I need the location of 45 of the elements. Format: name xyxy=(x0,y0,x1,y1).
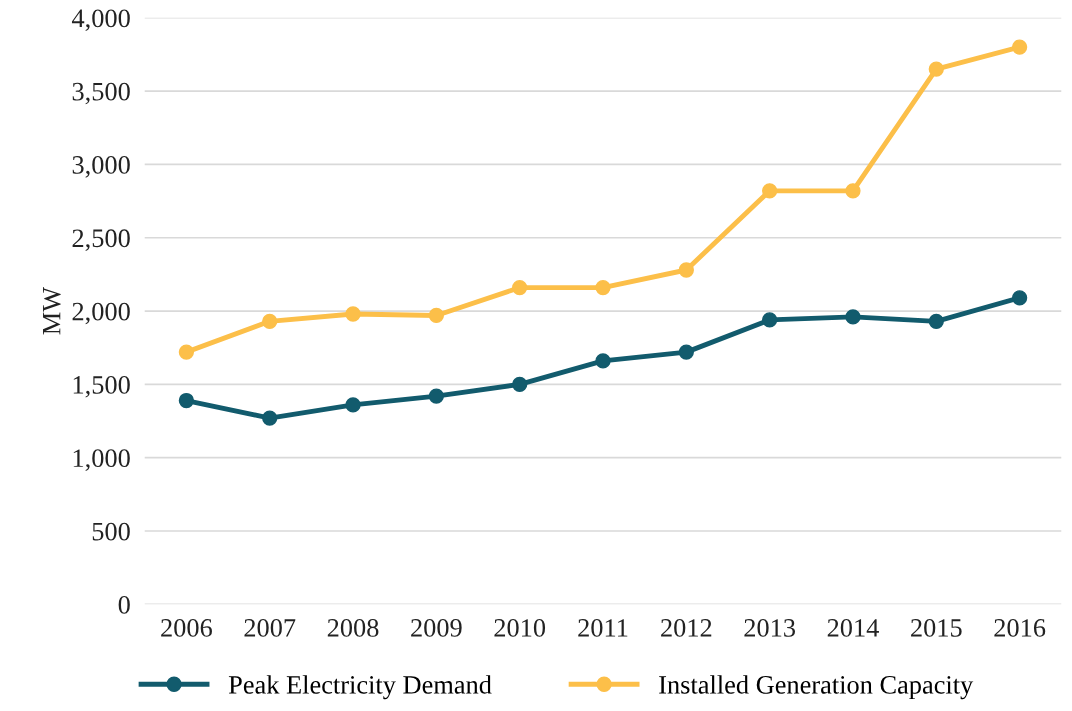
y-tick-label: 2,000 xyxy=(72,302,130,325)
point xyxy=(345,397,361,413)
x-tick-label: 2012 xyxy=(661,619,712,637)
point xyxy=(262,410,278,426)
point xyxy=(178,392,195,409)
x-tick-label: 2011 xyxy=(578,619,628,637)
x-tick-label: 2006 xyxy=(161,619,212,637)
y-tick-label: 500 xyxy=(92,522,130,541)
point xyxy=(512,279,528,296)
point xyxy=(595,279,611,296)
y-tick-label: 1,500 xyxy=(73,375,130,398)
y-tick-label: 3,500 xyxy=(72,82,130,105)
y-tick-label: 1,000 xyxy=(73,449,130,471)
point xyxy=(428,388,444,404)
y-tick-label: 3,000 xyxy=(72,156,130,178)
y-tick-label: 0 xyxy=(118,595,130,614)
point xyxy=(345,306,361,322)
point xyxy=(1011,39,1028,55)
x-tick-label: 2008 xyxy=(327,619,379,637)
legend-label: Peak Electricity Demand xyxy=(228,675,492,700)
x-tick-label: 2014 xyxy=(827,619,879,637)
point xyxy=(178,344,195,360)
legend-label: Installed Generation Capacity xyxy=(659,675,974,700)
point xyxy=(762,312,778,328)
x-tick-label: 2013 xyxy=(744,619,796,637)
x-tick-label: 2015 xyxy=(911,619,962,637)
point xyxy=(262,313,278,329)
x-tick-label: 2010 xyxy=(494,619,546,637)
point xyxy=(678,344,694,360)
point xyxy=(1011,290,1028,306)
point xyxy=(928,313,944,329)
y-axis-title: MW xyxy=(43,286,61,335)
point xyxy=(762,183,778,199)
point xyxy=(845,183,861,199)
x-tick-label: 2007 xyxy=(244,619,296,637)
point xyxy=(928,61,944,77)
x-tick-label: 2009 xyxy=(411,619,462,637)
y-tick-label: 4,000 xyxy=(71,9,130,31)
x-tick-label: 2016 xyxy=(994,619,1046,637)
point xyxy=(678,262,694,278)
point xyxy=(512,376,528,393)
point xyxy=(428,307,444,324)
y-tick-label: 2,500 xyxy=(72,229,130,251)
point xyxy=(845,309,861,325)
point xyxy=(595,353,611,369)
